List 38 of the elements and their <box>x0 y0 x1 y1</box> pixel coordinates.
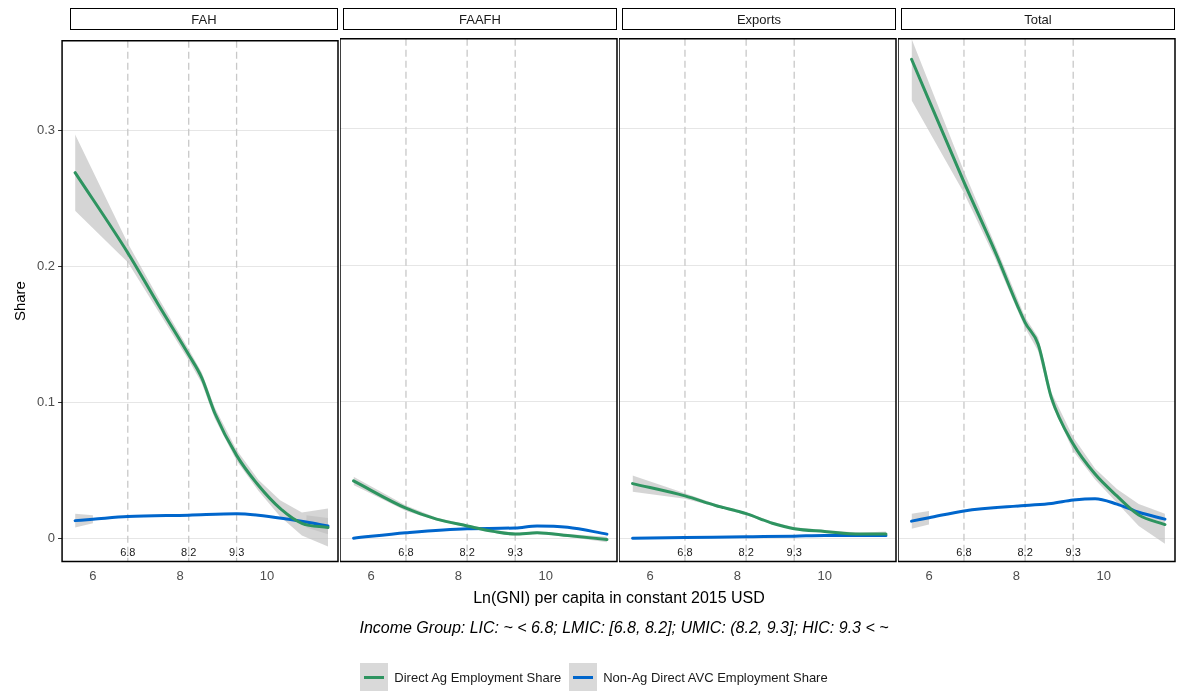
ref-line-label: 6.8 <box>398 545 414 558</box>
x-tick-label: 8 <box>454 567 463 583</box>
chart-title: FAAFH <box>343 8 617 30</box>
line-series <box>73 512 330 528</box>
ref-line-label: 8.2 <box>459 545 475 558</box>
x-tick-label: 6 <box>367 567 375 583</box>
x-tick-label: 10 <box>259 567 275 583</box>
ref-line-label: 9.3 <box>786 545 802 558</box>
text: Income Group: LIC: ~ < 6.8; LMIC: [6.8, 8.2]; UMIC: (8.2, 9.3]; HIC: 9.3 < ~ <box>358 619 890 637</box>
y-tick-label: 0 <box>47 529 56 545</box>
legend-label: Non-Ag Direct AVC Employment Share <box>603 669 828 685</box>
ref-line-label: 9.3 <box>1065 545 1081 558</box>
ref-line-label: 9.3 <box>507 545 523 558</box>
ref-line-label: 6.8 <box>120 545 136 558</box>
legend-label: Direct Ag Employment Share <box>394 669 562 685</box>
x-tick-label: 8 <box>1012 567 1021 583</box>
x-tick-label: 10 <box>817 567 833 583</box>
ref-line-label: 8.2 <box>181 545 197 558</box>
x-tick-label: 6 <box>646 567 654 583</box>
ref-line-label: 9.3 <box>228 545 245 558</box>
x-tick-label: 8 <box>733 567 742 583</box>
x-tick-label: 6 <box>925 567 933 583</box>
y-tick-label: 0.3 <box>36 122 56 138</box>
chart-title: Exports <box>622 8 896 30</box>
x-tick-label: 10 <box>1096 567 1112 583</box>
ref-line-label: 6.8 <box>956 545 972 558</box>
chart-title: Total <box>901 8 1175 30</box>
ref-line-label: 8.2 <box>1017 545 1033 558</box>
ref-line-label: 8.2 <box>738 545 754 558</box>
x-tick-label: 10 <box>538 567 554 583</box>
ref-line-label: 6.8 <box>677 545 693 558</box>
y-tick-label: 0.1 <box>36 393 56 409</box>
x-axis-title: Ln(GNI) per capita in constant 2015 USD <box>472 589 766 607</box>
y-axis-title: Share <box>11 281 29 322</box>
chart-title: FAH <box>70 8 338 30</box>
y-tick-label: 0.2 <box>36 258 56 274</box>
x-tick-label: 6 <box>89 567 97 583</box>
x-tick-label: 8 <box>176 567 184 583</box>
